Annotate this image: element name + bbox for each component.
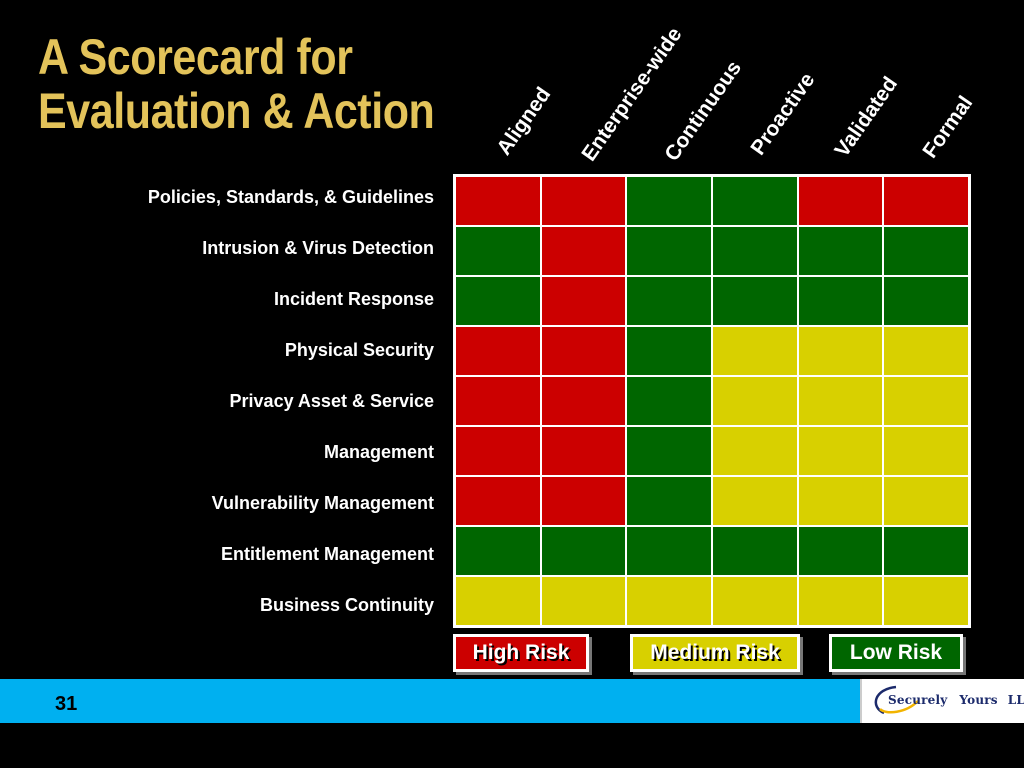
score-cell-yellow <box>798 377 883 425</box>
score-cell-green <box>712 527 797 575</box>
company-logo: Securely Yours LLC <box>860 679 1024 723</box>
score-cell-green <box>627 527 711 575</box>
score-cell-yellow <box>712 477 797 525</box>
logo-swoosh-icon <box>874 685 919 715</box>
legend-high-risk: High Risk <box>453 634 589 672</box>
slide-title: A Scorecard for Evaluation & Action <box>38 29 435 139</box>
score-cell-red <box>541 227 626 275</box>
column-header-validated: Validated <box>830 72 903 162</box>
row-label-privacy: Privacy Asset & Service <box>229 391 434 411</box>
score-cell-yellow <box>884 577 968 625</box>
score-cell-red <box>798 177 883 225</box>
logo-text: Securely Yours LLC <box>888 693 1024 707</box>
row-label-intrusion: Intrusion & Virus Detection <box>202 238 434 258</box>
score-cell-green <box>712 277 797 325</box>
score-cell-green <box>627 327 711 375</box>
score-cell-green <box>456 527 540 575</box>
score-cell-yellow <box>456 577 540 625</box>
footer-band <box>0 679 1024 723</box>
score-cell-yellow <box>712 427 797 475</box>
score-cell-green <box>798 277 883 325</box>
score-cell-green <box>712 177 797 225</box>
score-cell-green <box>798 227 883 275</box>
score-cell-red <box>884 177 968 225</box>
page-number: 31 <box>55 693 78 715</box>
score-cell-green <box>627 477 711 525</box>
score-cell-yellow <box>798 477 883 525</box>
score-cell-green <box>456 227 540 275</box>
score-cell-green <box>884 277 968 325</box>
score-cell-green <box>456 277 540 325</box>
score-cell-yellow <box>712 577 797 625</box>
score-cell-yellow <box>884 427 968 475</box>
score-cell-green <box>712 227 797 275</box>
score-cell-red <box>541 177 626 225</box>
score-cell-red <box>456 477 540 525</box>
score-cell-yellow <box>884 327 968 375</box>
score-cell-red <box>541 427 626 475</box>
score-cell-yellow <box>541 577 626 625</box>
legend-medium-risk: Medium Risk <box>630 634 800 672</box>
row-label-continuity: Business Continuity <box>259 595 434 615</box>
score-cell-yellow <box>798 327 883 375</box>
legend-medium-risk-label: Medium Risk <box>650 641 780 664</box>
score-cell-yellow <box>712 377 797 425</box>
logo-word-yours: Yours <box>959 693 998 707</box>
column-header-continuous: Continuous <box>660 56 747 166</box>
legend-high-risk-label: High Risk <box>472 641 570 664</box>
legend-low-risk: Low Risk <box>829 634 963 672</box>
title-line-2: Evaluation & Action <box>38 83 435 139</box>
row-label-entitlement: Entitlement Management <box>220 544 434 564</box>
score-cell-red <box>541 377 626 425</box>
legend-low-risk-label: Low Risk <box>849 641 943 664</box>
row-label-vulnerability: Vulnerability Management <box>211 493 434 513</box>
score-cell-green <box>627 377 711 425</box>
score-cell-yellow <box>798 427 883 475</box>
row-label-policies: Policies, Standards, & Guidelines <box>147 187 434 207</box>
column-header-formal: Formal <box>918 91 978 163</box>
score-cell-green <box>627 427 711 475</box>
score-cell-yellow <box>884 477 968 525</box>
score-cell-red <box>541 327 626 375</box>
row-label-incident: Incident Response <box>273 289 434 309</box>
score-cell-green <box>798 527 883 575</box>
score-cell-green <box>627 177 711 225</box>
score-cell-yellow <box>712 327 797 375</box>
score-cell-green <box>627 227 711 275</box>
score-cell-yellow <box>884 377 968 425</box>
score-cell-red <box>456 427 540 475</box>
score-cell-green <box>627 277 711 325</box>
column-header-proactive: Proactive <box>746 68 820 160</box>
score-cell-green <box>541 527 626 575</box>
score-cell-red <box>456 177 540 225</box>
score-cell-green <box>884 527 968 575</box>
title-line-1: A Scorecard for <box>38 29 353 85</box>
score-cell-yellow <box>627 577 711 625</box>
score-cell-red <box>541 477 626 525</box>
scorecard-grid-cells <box>456 177 968 625</box>
row-label-physical: Physical Security <box>284 340 434 360</box>
logo-word-securely: Securely <box>888 693 948 707</box>
score-cell-red <box>541 277 626 325</box>
score-cell-red <box>456 377 540 425</box>
row-label-management: Management <box>323 442 434 462</box>
score-cell-red <box>456 327 540 375</box>
score-cell-yellow <box>798 577 883 625</box>
score-cell-green <box>884 227 968 275</box>
scorecard-grid <box>453 174 971 628</box>
logo-word-llc: LLC <box>1007 693 1024 707</box>
column-header-aligned: Aligned <box>492 83 556 160</box>
